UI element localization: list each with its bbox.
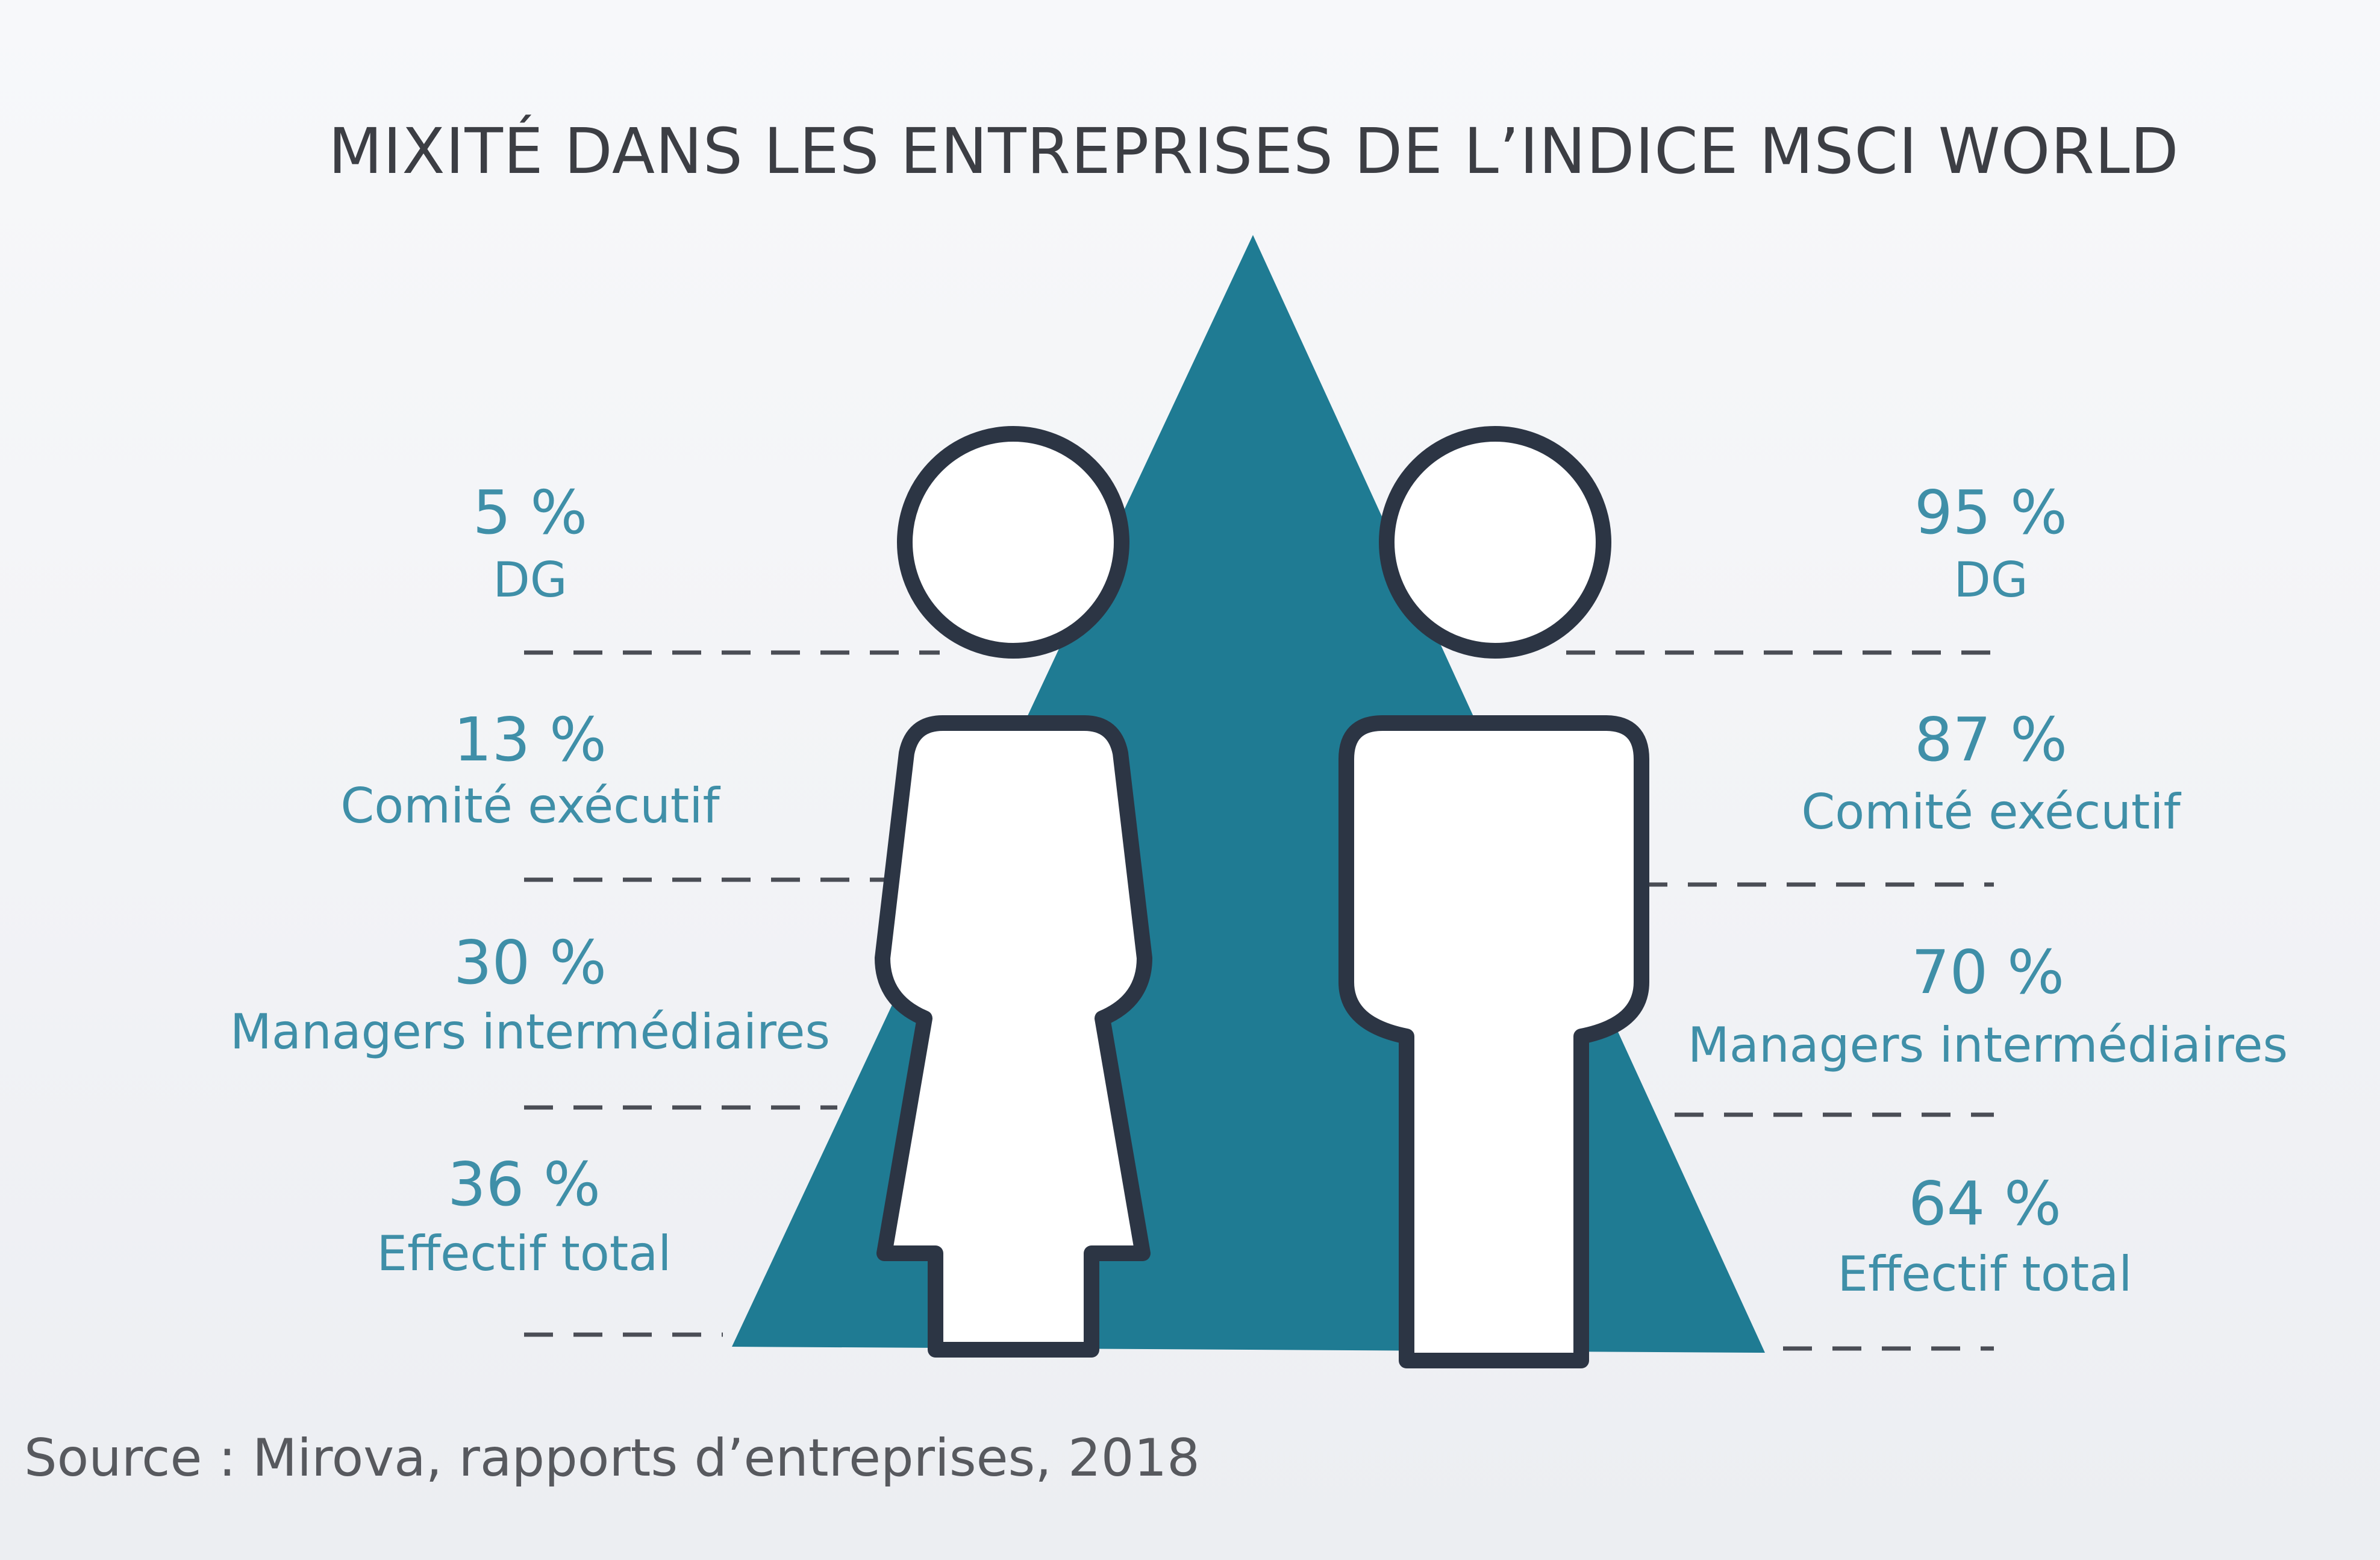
women-comex-label: Comité exécutif [340,778,720,834]
women-dg-label: DG [493,552,567,608]
men-total-value: 64 % [1908,1168,2061,1239]
men-managers-value: 70 % [1911,937,2064,1007]
women-managers-label: Managers intermédiaires [230,1004,830,1060]
women-managers-value: 30 % [454,927,607,998]
men-managers-label: Managers intermédiaires [1688,1017,2288,1073]
woman-figure-icon [875,426,1152,1358]
source-note: Source : Mirova, rapports d’entreprises,… [24,1428,1200,1488]
chart-title: MIXITÉ DANS LES ENTREPRISES DE L’INDICE … [328,114,2179,188]
women-total-value: 36 % [448,1149,601,1220]
men-dg-value: 95 % [1914,477,2067,548]
women-total-label: Effectif total [377,1226,672,1282]
men-total-label: Effectif total [1838,1246,2132,1302]
men-comex-label: Comité exécutif [1801,784,2181,840]
man-figure-icon [1338,426,1649,1368]
men-dg-label: DG [1954,552,2028,608]
men-comex-value: 87 % [1914,704,2067,775]
women-comex-value: 13 % [454,704,607,775]
women-dg-value: 5 % [473,477,587,548]
